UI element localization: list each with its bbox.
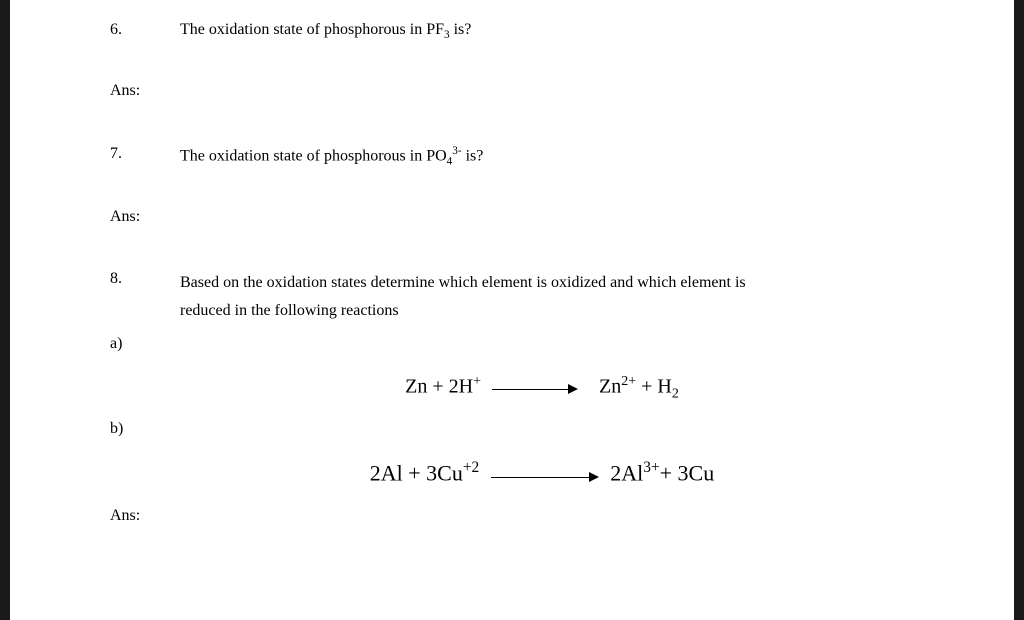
q8-ans-label: Ans: xyxy=(110,506,180,527)
eq-a-rhs2: + H xyxy=(636,375,672,397)
q8-part-a-label: a) xyxy=(110,334,914,355)
arrow-icon xyxy=(492,375,578,401)
q6-text: The oxidation state of phosphorous in PF… xyxy=(180,20,914,43)
question-6: 6. The oxidation state of phosphorous in… xyxy=(110,20,914,43)
eq-a-lhs-sup: + xyxy=(473,374,481,389)
q8-text: Based on the oxidation states determine … xyxy=(180,269,914,323)
q6-text-pre: The oxidation state of phosphorous in PF xyxy=(180,21,444,38)
question-8: 8. Based on the oxidation states determi… xyxy=(110,269,914,323)
q6-ans-label: Ans: xyxy=(110,81,180,102)
q7-formula-sup: 3- xyxy=(452,145,461,157)
equation-a: Zn + 2H+ Zn2+ + H2 xyxy=(110,373,914,404)
q8-answer: Ans: xyxy=(110,506,914,527)
q8-text-line1: Based on the oxidation states determine … xyxy=(180,274,746,291)
q6-text-post: is? xyxy=(450,21,472,38)
q8-part-b-label: b) xyxy=(110,419,914,440)
eq-b-lhs: 2Al + 3Cu xyxy=(370,461,463,486)
q6-answer: Ans: xyxy=(110,81,914,102)
eq-a-rhs1: Zn xyxy=(584,375,621,397)
q7-number: 7. xyxy=(110,144,180,169)
q8-number: 8. xyxy=(110,269,180,323)
eq-a-gap xyxy=(481,375,486,397)
q7-ans-label: Ans: xyxy=(110,207,180,228)
q7-text: The oxidation state of phosphorous in PO… xyxy=(180,144,914,169)
q8-text-line2: reduced in the following reactions xyxy=(180,302,399,319)
eq-a-rhs-sub: 2 xyxy=(672,386,679,401)
eq-b-rhs1: 2Al xyxy=(605,461,644,486)
eq-a-rhs-sup1: 2+ xyxy=(621,374,636,389)
eq-b-rhs2: + 3Cu xyxy=(660,461,715,486)
q7-text-post: is? xyxy=(462,147,484,164)
eq-b-lhs-sup: +2 xyxy=(463,459,479,476)
q7-answer: Ans: xyxy=(110,207,914,228)
eq-b-rhs-sup1: 3+ xyxy=(643,459,659,476)
q6-number: 6. xyxy=(110,20,180,43)
eq-a-lhs: Zn + 2H xyxy=(405,375,473,397)
equation-b: 2Al + 3Cu+2 2Al3++ 3Cu xyxy=(110,458,914,490)
arrow-icon xyxy=(491,461,599,490)
q7-text-pre: The oxidation state of phosphorous in PO xyxy=(180,147,447,164)
question-7: 7. The oxidation state of phosphorous in… xyxy=(110,144,914,169)
document-page: 6. The oxidation state of phosphorous in… xyxy=(10,0,1014,620)
